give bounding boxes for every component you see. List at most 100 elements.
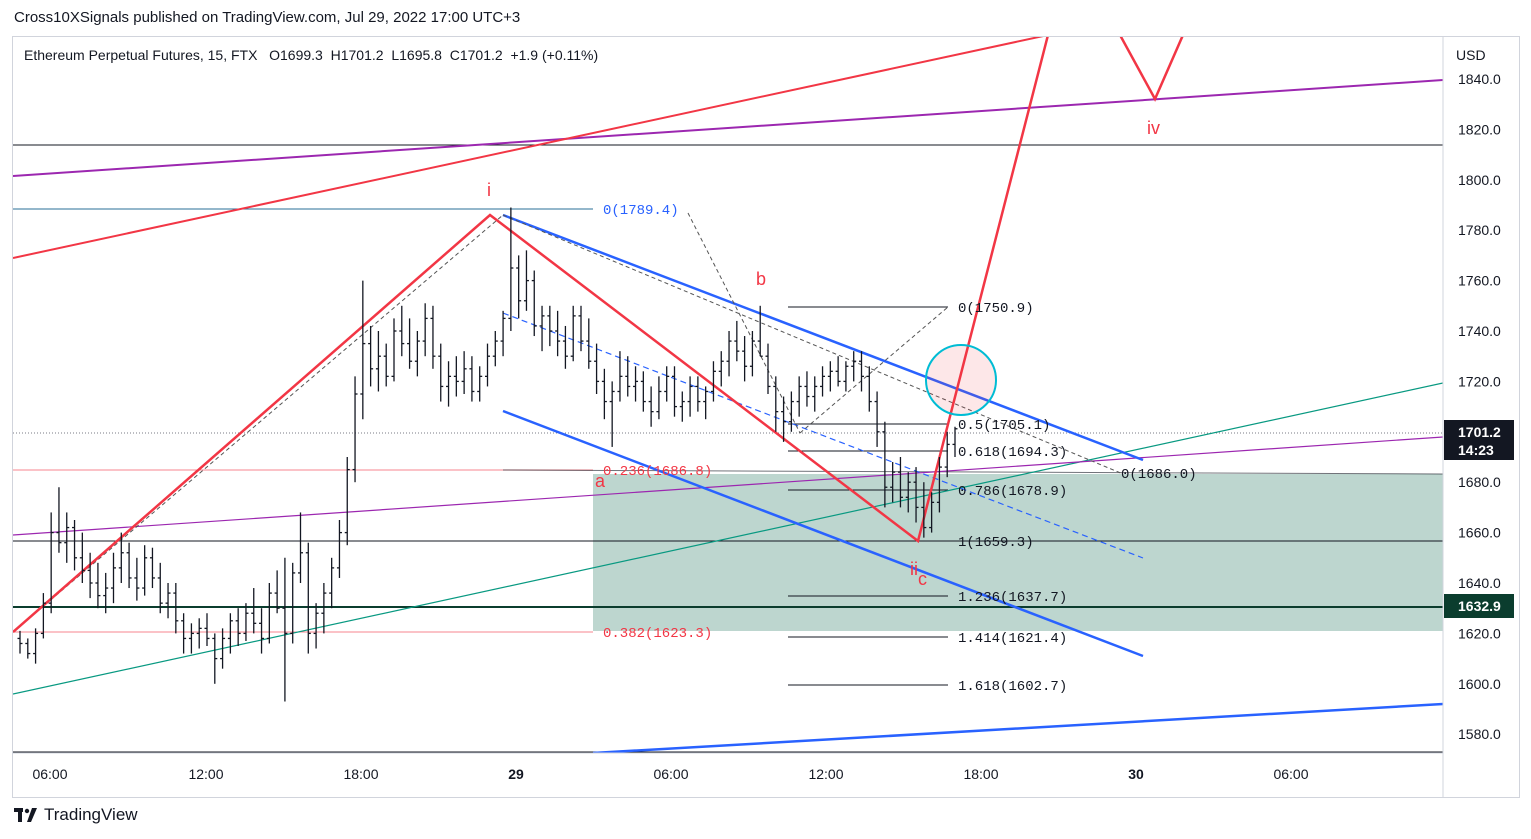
time-tick-label: 06:00 <box>1273 766 1308 782</box>
candle <box>508 207 514 331</box>
teal-trendline <box>13 382 1443 695</box>
candle <box>407 318 413 369</box>
candle <box>391 318 397 382</box>
price-tick-label: 1740.0 <box>1458 323 1501 339</box>
fib-connectors <box>13 212 1124 633</box>
purple-trendline-upper <box>13 79 1443 177</box>
fib-ext-label-0618: 0.618(1694.3) <box>958 445 1067 461</box>
price-tick-label: 1580.0 <box>1458 726 1501 742</box>
candle <box>788 391 794 432</box>
candle <box>820 366 826 397</box>
last-price-badge <box>1444 420 1514 460</box>
candle <box>266 583 272 644</box>
candle <box>812 376 818 412</box>
candle <box>936 457 942 513</box>
candle <box>321 583 327 634</box>
candle <box>111 552 116 604</box>
time-tick-label: 12:00 <box>808 766 843 782</box>
candle <box>648 386 654 427</box>
candle <box>757 305 763 357</box>
candle <box>259 608 265 654</box>
red-trendline <box>13 37 1044 259</box>
candle <box>859 351 864 392</box>
target-circle <box>925 344 997 416</box>
candle <box>944 431 950 478</box>
candle <box>383 343 389 387</box>
last-price-value: 1701.2 <box>1458 424 1501 440</box>
candle <box>33 628 39 664</box>
elliott-wave-path <box>13 37 1049 633</box>
candle <box>103 572 109 614</box>
candle <box>282 557 288 702</box>
candle <box>126 542 132 589</box>
time-tick-label: 06:00 <box>653 766 688 782</box>
blue-support-line <box>592 702 1443 753</box>
candle <box>40 593 46 639</box>
fib1-label-0: 0(1789.4) <box>603 203 679 219</box>
price-tick-label: 1720.0 <box>1458 373 1501 389</box>
candle <box>25 638 31 659</box>
candle <box>726 331 732 377</box>
candle <box>905 472 911 513</box>
candle <box>516 255 522 319</box>
currency-label: USD <box>1456 47 1486 63</box>
candle <box>336 520 342 578</box>
price-tick-label: 1820.0 <box>1458 121 1501 137</box>
time-tick-label: 18:00 <box>963 766 998 782</box>
candle <box>352 376 358 483</box>
candle <box>173 583 179 634</box>
candle <box>438 343 444 402</box>
drawings-layer <box>13 37 1443 753</box>
candle <box>196 618 202 649</box>
ohlc-low: L1695.8 <box>391 47 442 63</box>
candle <box>399 305 405 357</box>
footer: TradingView <box>14 805 138 825</box>
wave-label-iv: iv <box>1147 118 1160 138</box>
fib1-label-0382: 0.382(1623.3) <box>603 626 712 642</box>
price-tick-label: 1640.0 <box>1458 575 1501 591</box>
candle <box>679 391 685 422</box>
candle <box>414 331 420 377</box>
price-axis-ticks: 1840.0 1820.0 1800.0 1780.0 1760.0 1740.0 1720… <box>1458 71 1501 742</box>
tradingview-logo-icon[interactable] <box>14 808 38 822</box>
candle <box>882 421 888 508</box>
candle <box>461 351 467 394</box>
candle <box>485 343 490 387</box>
candle <box>734 320 740 362</box>
fib-ext-label-1618: 1.618(1602.7) <box>958 679 1067 695</box>
candle <box>710 361 716 402</box>
candle <box>149 547 155 589</box>
footer-brand[interactable]: TradingView <box>44 805 138 824</box>
candle <box>562 325 568 369</box>
purple-trendline-lower <box>13 436 1443 536</box>
candle <box>570 305 576 362</box>
candle <box>695 376 701 412</box>
time-tick-label: 30 <box>1128 766 1144 782</box>
chart-frame <box>12 36 1520 798</box>
ohlc-open: O1699.3 <box>269 47 323 63</box>
candle <box>843 361 849 392</box>
time-tick-label: 12:00 <box>188 766 223 782</box>
candle <box>703 386 709 420</box>
wave-label-ii: ii <box>910 559 918 579</box>
candle <box>609 381 615 447</box>
candle <box>617 351 623 402</box>
candle <box>874 391 880 447</box>
candle <box>492 331 498 367</box>
candle <box>523 250 529 311</box>
candle <box>578 305 584 352</box>
candle <box>897 457 903 508</box>
candle <box>87 552 93 599</box>
price-tick-label: 1780.0 <box>1458 222 1501 238</box>
fib-ext-label-0: 0(1750.9) <box>958 301 1034 317</box>
fib-ext-label-1414: 1.414(1621.4) <box>958 631 1067 647</box>
candle <box>500 310 506 357</box>
price-tick-label: 1620.0 <box>1458 625 1501 641</box>
wave-label-a: a <box>595 471 606 491</box>
candle <box>773 376 779 432</box>
candle <box>781 396 787 442</box>
blue-channel-lower <box>502 409 1144 658</box>
candle <box>118 532 124 583</box>
candle <box>796 376 802 417</box>
